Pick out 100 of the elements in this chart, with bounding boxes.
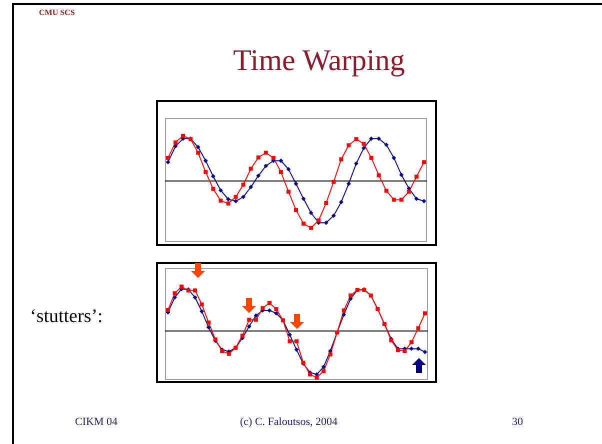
point [346, 182, 351, 186]
point [294, 339, 298, 344]
point [324, 201, 328, 206]
point [342, 312, 346, 317]
point [369, 156, 374, 160]
point [218, 198, 223, 203]
point [423, 311, 427, 316]
point [314, 376, 319, 380]
point [241, 194, 246, 200]
point [406, 190, 411, 194]
point [200, 309, 204, 314]
point [316, 218, 321, 222]
point [331, 213, 336, 218]
point [422, 160, 426, 164]
point [192, 295, 198, 300]
point [271, 156, 276, 160]
point [172, 291, 177, 296]
point [174, 140, 178, 144]
point [362, 146, 366, 150]
point [422, 198, 426, 204]
point [166, 160, 170, 164]
point [288, 339, 292, 344]
point [196, 150, 200, 155]
point [211, 186, 216, 191]
point [240, 334, 244, 338]
point [399, 198, 404, 202]
point [247, 318, 252, 322]
point [274, 311, 278, 316]
point [301, 196, 306, 201]
point [321, 364, 326, 370]
point [264, 150, 268, 155]
point [256, 155, 260, 160]
point [173, 144, 178, 148]
text: CMU SCS [39, 8, 75, 17]
point [328, 352, 332, 356]
point [181, 134, 186, 138]
point [376, 136, 382, 141]
point [402, 349, 407, 354]
text: CIKM 04 [75, 416, 118, 428]
point [342, 308, 346, 312]
point [278, 170, 283, 174]
text: 30 [512, 416, 523, 428]
point [226, 197, 230, 202]
point [384, 188, 388, 193]
point [200, 302, 204, 306]
point [416, 326, 420, 330]
point [309, 226, 314, 230]
point [308, 210, 314, 216]
point [166, 308, 170, 312]
point [354, 161, 358, 166]
point [241, 182, 246, 187]
point [210, 174, 216, 178]
point [193, 288, 198, 292]
point [322, 369, 326, 374]
point [288, 332, 292, 337]
point [206, 320, 211, 325]
point [294, 347, 299, 352]
point [369, 136, 374, 141]
point [234, 198, 238, 204]
point [226, 352, 231, 356]
point [248, 184, 254, 190]
point [234, 194, 238, 199]
point [254, 318, 258, 322]
point [226, 201, 230, 206]
point [348, 294, 353, 298]
point [409, 340, 414, 344]
text: ‘stutters’: [30, 306, 103, 328]
point [274, 307, 278, 312]
point [416, 346, 420, 351]
point [286, 166, 291, 172]
point [324, 220, 328, 225]
point [384, 142, 389, 147]
point [254, 313, 258, 318]
point [422, 350, 428, 354]
point [339, 157, 344, 162]
point [376, 173, 381, 178]
point [354, 137, 358, 142]
point [392, 156, 396, 160]
point [346, 143, 351, 148]
point [278, 158, 284, 163]
point [218, 188, 223, 193]
chart-title: Time Warping [232, 44, 406, 78]
point [332, 180, 336, 184]
point [302, 222, 306, 226]
point [264, 164, 268, 168]
point [362, 142, 366, 146]
point [294, 208, 298, 212]
point [414, 174, 418, 179]
point [267, 301, 272, 305]
point [338, 200, 344, 204]
point [248, 166, 253, 171]
point [206, 325, 211, 330]
point [267, 308, 272, 313]
point [256, 174, 261, 178]
point [286, 190, 290, 194]
point [246, 324, 252, 329]
point [204, 170, 208, 174]
point [414, 196, 419, 201]
point [203, 158, 208, 163]
point [399, 172, 404, 178]
